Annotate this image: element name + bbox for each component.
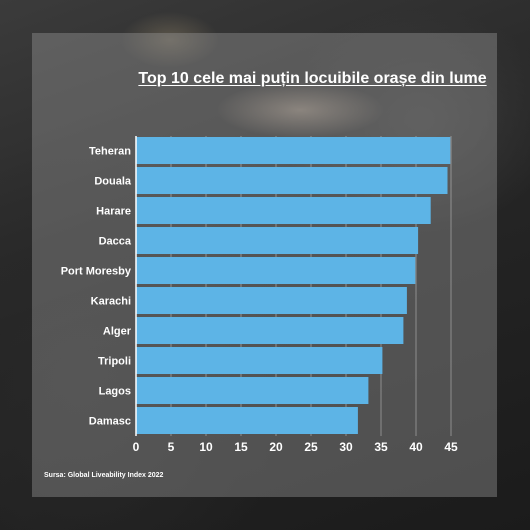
x-tick-35: 35: [374, 440, 388, 454]
bar-teheran: [136, 137, 451, 164]
bar-dacca: [136, 227, 419, 254]
bar-damasc: [136, 407, 358, 434]
category-label-dacca: Dacca: [99, 236, 132, 248]
category-label-harare: Harare: [96, 206, 131, 218]
bar-douala: [136, 167, 448, 194]
source-note: Sursa: Global Liveability Index 2022: [44, 472, 164, 479]
x-tick-labels: 0 5 10 15 20 25 30 35 40 45: [133, 440, 458, 454]
x-tick-40: 40: [409, 440, 423, 454]
category-label-karachi: Karachi: [91, 296, 131, 308]
category-label-teheran: Teheran: [89, 146, 131, 158]
bar-alger: [136, 317, 404, 344]
x-tick-45: 45: [444, 440, 458, 454]
category-label-lagos: Lagos: [99, 386, 131, 398]
bar-lagos: [136, 377, 369, 404]
x-tick-20: 20: [269, 440, 283, 454]
x-tick-25: 25: [304, 440, 318, 454]
bar-karachi: [136, 287, 407, 314]
x-tick-0: 0: [133, 440, 140, 454]
bar-harare: [136, 197, 431, 224]
category-label-tripoli: Tripoli: [98, 356, 131, 368]
category-label-alger: Alger: [103, 326, 132, 338]
x-tick-10: 10: [199, 440, 213, 454]
category-label-port-moresby: Port Moresby: [61, 266, 132, 278]
bar-tripoli: [136, 347, 383, 374]
chart-title: Top 10 cele mai puțin locuibile orașe di…: [138, 70, 487, 87]
category-labels: Teheran Douala Harare Dacca Port Moresby Kara…: [61, 146, 132, 428]
bars: [136, 137, 451, 434]
x-tick-30: 30: [339, 440, 353, 454]
bar-port-moresby: [136, 257, 416, 284]
x-tick-15: 15: [234, 440, 248, 454]
category-label-damasc: Damasc: [89, 416, 131, 428]
category-label-douala: Douala: [94, 176, 132, 188]
x-tick-5: 5: [168, 440, 175, 454]
